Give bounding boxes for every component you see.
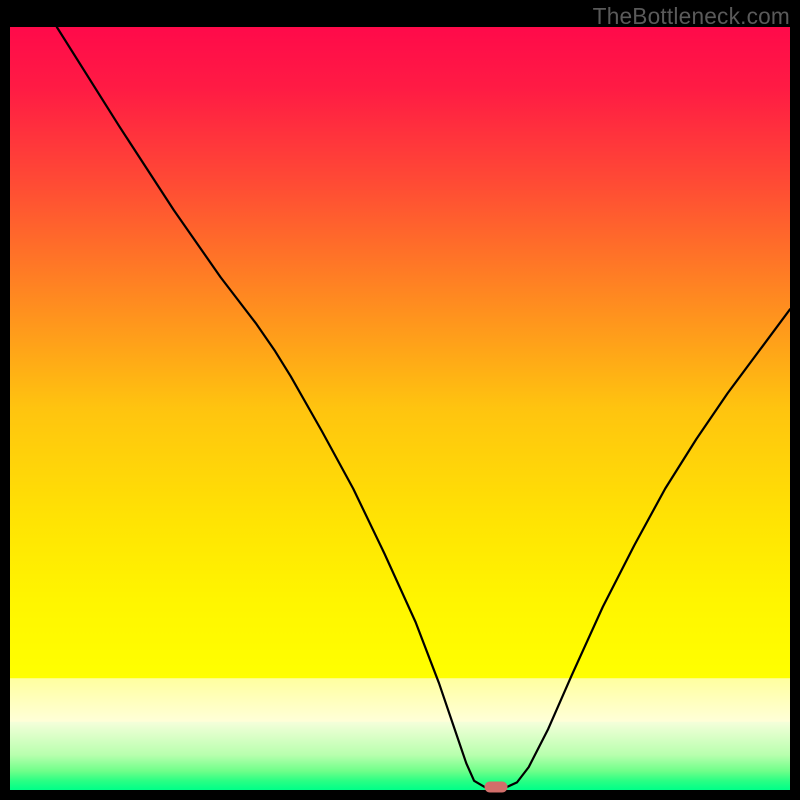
chart-background-gradient bbox=[10, 27, 790, 790]
bottleneck-chart bbox=[10, 27, 790, 790]
chart-frame: TheBottleneck.com bbox=[0, 0, 800, 800]
optimal-point-marker bbox=[484, 781, 507, 792]
watermark-text: TheBottleneck.com bbox=[593, 3, 790, 30]
